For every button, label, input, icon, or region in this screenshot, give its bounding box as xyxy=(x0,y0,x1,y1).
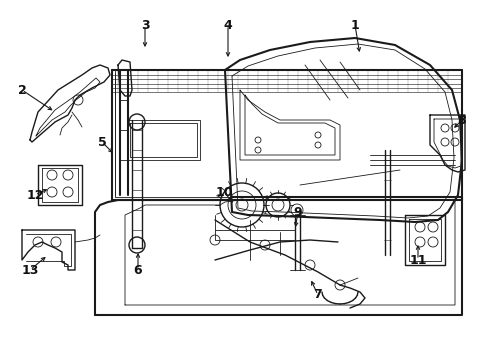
Text: 12: 12 xyxy=(26,189,44,202)
Text: 1: 1 xyxy=(351,18,359,32)
Text: 7: 7 xyxy=(314,288,322,302)
Text: 2: 2 xyxy=(18,84,26,96)
Text: 5: 5 xyxy=(98,135,106,149)
Text: 6: 6 xyxy=(134,264,142,276)
Text: 8: 8 xyxy=(458,113,466,126)
Text: 10: 10 xyxy=(215,185,233,198)
Text: 4: 4 xyxy=(223,18,232,32)
Text: 11: 11 xyxy=(409,253,427,266)
Text: 9: 9 xyxy=(294,206,302,219)
Text: 3: 3 xyxy=(141,18,149,32)
Text: 13: 13 xyxy=(21,264,39,276)
